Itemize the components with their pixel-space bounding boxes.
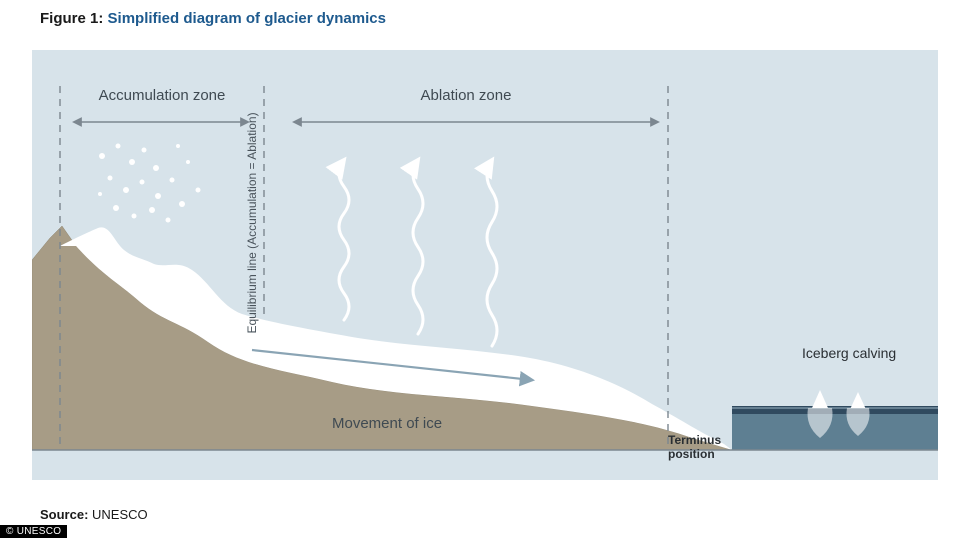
snowflake-dot xyxy=(155,193,161,199)
snowflake-dot xyxy=(113,205,119,211)
equilibrium-line-label: Equilibrium line (Accumulation = Ablatio… xyxy=(245,112,259,333)
source-footer: Source: UNESCO xyxy=(40,507,148,522)
snowflake-dot xyxy=(98,192,102,196)
terminus-position-label-2: position xyxy=(668,447,715,461)
snowflake-dot xyxy=(140,180,145,185)
snowflake-dot xyxy=(129,159,135,165)
glacier-diagram: Accumulation zone Ablation zone Equilibriu… xyxy=(32,50,938,480)
iceberg-calving-label: Iceberg calving xyxy=(802,345,896,361)
snowflake-dot xyxy=(142,148,147,153)
snowflake-dot xyxy=(176,144,180,148)
glacier-svg: Accumulation zone Ablation zone Equilibriu… xyxy=(32,50,938,480)
snowflake-dot xyxy=(186,160,190,164)
figure-header: Figure 1: Simplified diagram of glacier … xyxy=(40,10,386,27)
snowflake-dot xyxy=(153,165,159,171)
snowflake-dot xyxy=(132,214,137,219)
figure-prefix: Figure 1: xyxy=(40,10,103,27)
snowflake-dot xyxy=(108,176,113,181)
snowflake-dot xyxy=(149,207,155,213)
source-value: UNESCO xyxy=(92,507,148,522)
terminus-position-label: Terminus xyxy=(668,433,721,447)
accumulation-zone-label: Accumulation zone xyxy=(99,87,226,104)
figure-title: Simplified diagram of glacier dynamics xyxy=(108,10,386,27)
copyright-watermark: © UNESCO xyxy=(0,525,67,538)
snowflake-dot xyxy=(179,201,185,207)
ablation-zone-label: Ablation zone xyxy=(421,87,512,104)
snowflake-dot xyxy=(123,187,129,193)
movement-of-ice-label: Movement of ice xyxy=(332,415,442,432)
snowflake-dot xyxy=(196,188,201,193)
snowflake-dot xyxy=(99,153,105,159)
snowflake-dot xyxy=(116,144,121,149)
sea-surface-band xyxy=(732,406,938,414)
snowflake-dot xyxy=(166,218,171,223)
source-label: Source: xyxy=(40,507,88,522)
snowflake-dot xyxy=(170,178,175,183)
